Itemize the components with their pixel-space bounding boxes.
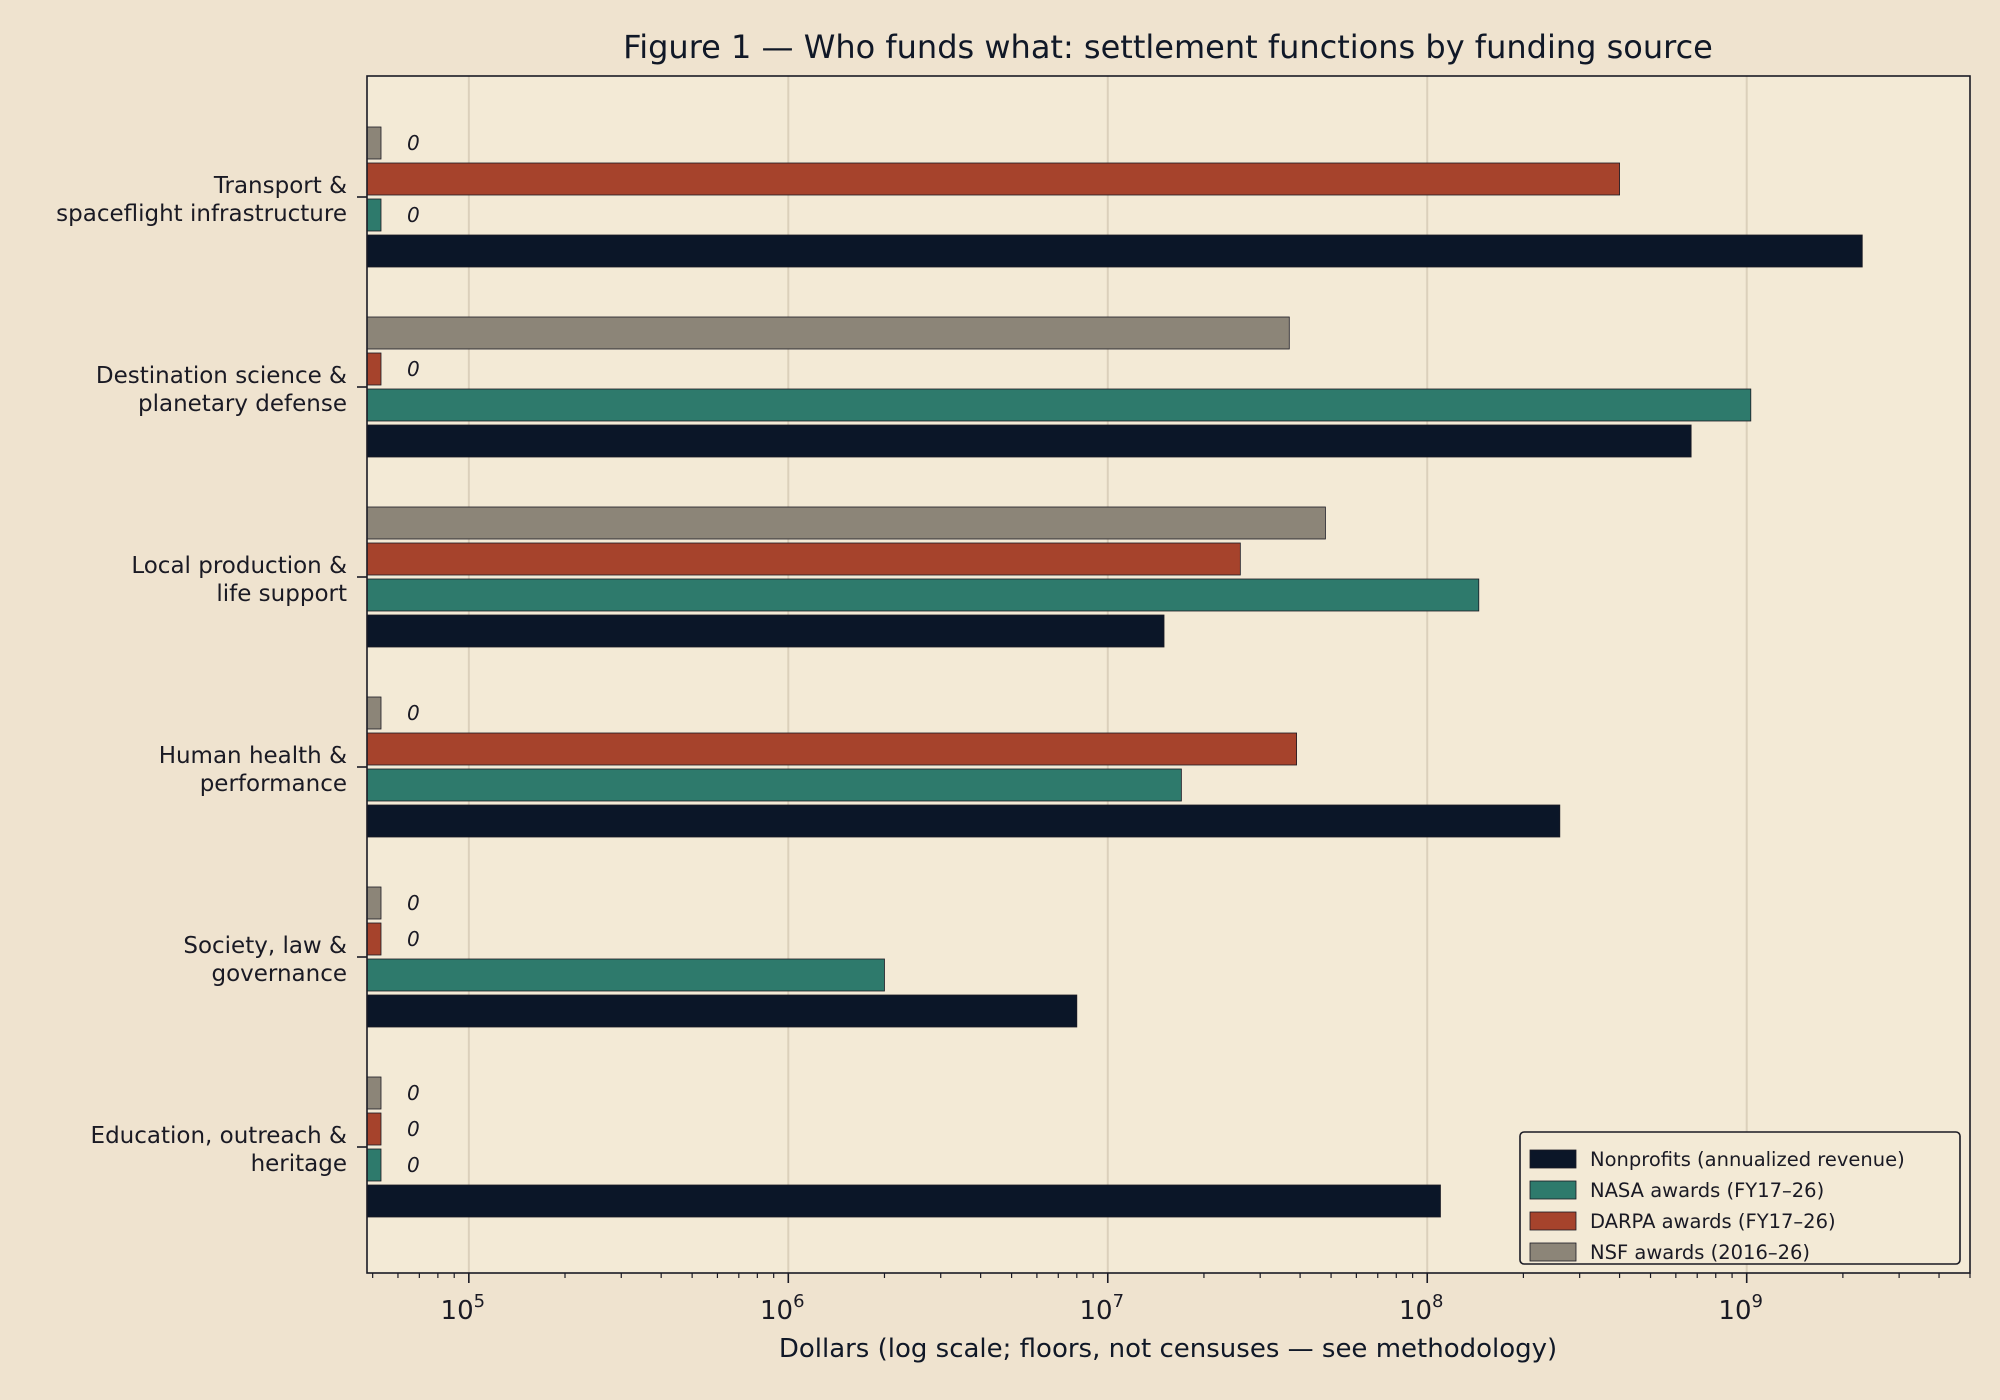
legend-entry: NSF awards (2016–26) xyxy=(1590,1241,1810,1264)
legend-box xyxy=(1519,1131,1961,1265)
category-label: Local production & life support xyxy=(131,553,347,607)
x-tick-label-base: 10 xyxy=(441,1296,474,1326)
category-label-line: Destination science & xyxy=(96,363,347,389)
x-tick-label-exponent: 6 xyxy=(793,1291,804,1312)
bar xyxy=(366,1184,1441,1218)
bar xyxy=(366,234,1863,268)
bar xyxy=(366,1148,382,1182)
category-label-line: spaceflight infrastructure xyxy=(56,201,347,227)
category-label-line: life support xyxy=(216,581,347,607)
zero-value-label: 0 xyxy=(407,701,420,725)
x-axis-label: Dollars (log scale; floors, not censuses… xyxy=(779,1334,1557,1364)
bar xyxy=(366,1112,382,1146)
legend-swatch xyxy=(1529,1211,1577,1231)
bar xyxy=(366,804,1561,838)
x-tick-label-base: 10 xyxy=(1399,1296,1432,1326)
category-label-line: governance xyxy=(211,961,347,987)
bar xyxy=(366,542,1241,576)
bar xyxy=(366,994,1078,1028)
x-tick-label: 108 xyxy=(1399,1291,1444,1326)
x-tick-label-exponent: 9 xyxy=(1752,1291,1763,1312)
category-label: Society, law & governance xyxy=(183,933,347,987)
category-label-line: performance xyxy=(200,771,347,797)
x-tick-label-exponent: 5 xyxy=(474,1291,485,1312)
legend-entry: DARPA awards (FY17–26) xyxy=(1590,1210,1836,1233)
plot-area xyxy=(367,76,1970,1273)
bar xyxy=(366,768,1182,802)
bar xyxy=(366,958,885,992)
legend-swatch xyxy=(1529,1242,1577,1262)
bar xyxy=(366,126,382,160)
bar xyxy=(366,316,1290,350)
zero-value-label: 0 xyxy=(407,131,420,155)
bar xyxy=(366,1076,382,1110)
bars: 0 0 0 0 0 0 0 0 0 xyxy=(366,126,1863,1218)
zero-value-label: 0 xyxy=(407,203,420,227)
zero-value-label: 0 xyxy=(407,1153,420,1177)
bar xyxy=(366,198,382,232)
bar xyxy=(366,424,1692,458)
legend-swatch xyxy=(1529,1180,1577,1200)
x-tick-label-exponent: 7 xyxy=(1113,1291,1124,1312)
category-label: Transport & spaceflight infrastructure xyxy=(56,173,347,227)
x-tick-label: 109 xyxy=(1718,1291,1763,1326)
x-tick-label-base: 10 xyxy=(1079,1296,1112,1326)
x-tick-label: 106 xyxy=(760,1291,805,1326)
category-label: Human health & performance xyxy=(159,743,347,797)
legend-entry: Nonprofits (annualized revenue) xyxy=(1590,1148,1905,1171)
zero-value-label: 0 xyxy=(407,927,420,951)
grid-lines xyxy=(467,76,1748,1273)
zero-value-label: 0 xyxy=(407,1081,420,1105)
category-label-line: planetary defense xyxy=(138,391,347,417)
bar xyxy=(366,578,1480,612)
category-label: Destination science & planetary defense xyxy=(96,363,347,417)
category-label: Education, outreach & heritage xyxy=(91,1123,348,1177)
chart-title: Figure 1 — Who funds what: settlement fu… xyxy=(623,28,1713,66)
category-label-line: heritage xyxy=(251,1151,347,1177)
bar xyxy=(366,162,1620,196)
bar xyxy=(366,886,382,920)
x-tick-label: 107 xyxy=(1079,1291,1124,1326)
x-tick-label: 105 xyxy=(441,1291,486,1326)
bar xyxy=(366,922,382,956)
legend-entry: NASA awards (FY17–26) xyxy=(1590,1179,1824,1202)
bar xyxy=(366,696,382,730)
category-label-line: Transport & xyxy=(213,173,347,199)
category-label-line: Society, law & xyxy=(183,933,347,959)
zero-value-label: 0 xyxy=(407,1117,420,1141)
category-label-line: Education, outreach & xyxy=(91,1123,348,1149)
category-label-line: Human health & xyxy=(159,743,347,769)
bar xyxy=(366,352,382,386)
bar xyxy=(366,614,1165,648)
bar xyxy=(366,388,1752,422)
bar xyxy=(366,732,1297,766)
plot-frame xyxy=(366,75,1971,1274)
x-tick-label-base: 10 xyxy=(1718,1296,1751,1326)
zero-value-label: 0 xyxy=(407,891,420,915)
x-tick-label-exponent: 8 xyxy=(1432,1291,1443,1312)
legend-swatch xyxy=(1529,1149,1577,1169)
bar xyxy=(366,506,1326,540)
category-label-line: Local production & xyxy=(131,553,347,579)
x-tick-label-base: 10 xyxy=(760,1296,793,1326)
zero-value-label: 0 xyxy=(407,357,420,381)
legend: Nonprofits (annualized revenue) NASA awar… xyxy=(1519,1131,1961,1265)
